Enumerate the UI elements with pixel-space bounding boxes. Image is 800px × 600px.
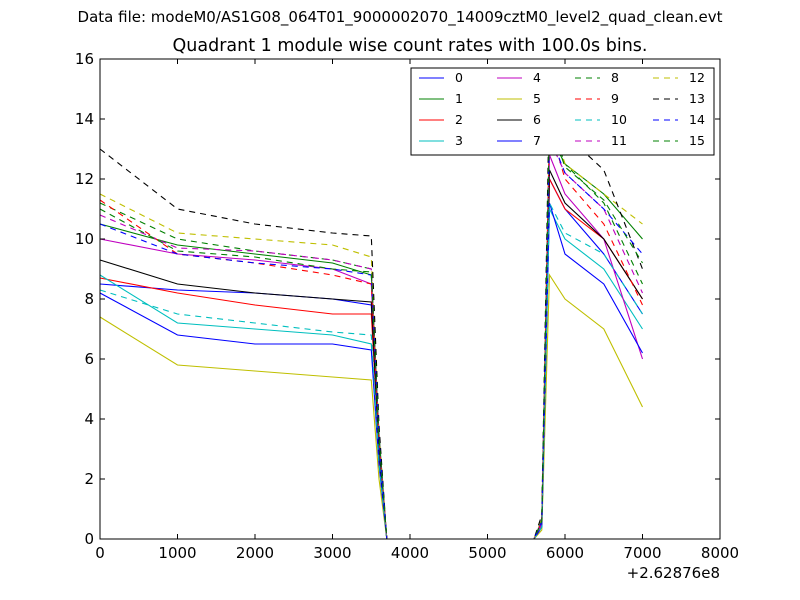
legend-label-3: 3: [455, 133, 463, 148]
y-tick-label: 4: [84, 410, 94, 428]
legend-label-8: 8: [611, 70, 619, 85]
legend-label-0: 0: [455, 70, 463, 85]
x-tick-label: 7000: [623, 544, 661, 562]
legend-label-4: 4: [533, 70, 541, 85]
y-tick-label: 16: [75, 50, 94, 68]
x-tick-label: 8000: [701, 544, 739, 562]
x-tick-label: 6000: [546, 544, 584, 562]
legend-label-2: 2: [455, 112, 463, 127]
legend-label-13: 13: [689, 91, 705, 106]
figure-suptitle: Data file: modeM0/AS1G08_064T01_90000020…: [77, 8, 723, 26]
series-line-12: [99, 112, 643, 540]
legend-label-10: 10: [611, 112, 627, 127]
legend-label-9: 9: [611, 91, 619, 106]
x-tick-label: 5000: [468, 544, 506, 562]
x-tick-label: 1000: [158, 544, 196, 562]
series-line-9: [99, 124, 643, 540]
y-tick-label: 8: [84, 290, 94, 308]
series-line-3: [99, 208, 643, 540]
y-tick-label: 0: [84, 530, 94, 548]
legend-label-11: 11: [611, 133, 627, 148]
legend-box: [410, 67, 715, 156]
x-tick-label: 2000: [236, 544, 274, 562]
series-line-10: [99, 202, 643, 540]
x-tick-label: 3000: [313, 544, 351, 562]
x-offset-label: +2.62876e8: [627, 564, 720, 582]
x-tick-label: 0: [95, 544, 105, 562]
legend-label-5: 5: [533, 91, 541, 106]
legend-label-12: 12: [689, 70, 705, 85]
series-line-7: [99, 202, 643, 540]
legend-label-1: 1: [455, 91, 463, 106]
legend-label-7: 7: [533, 133, 541, 148]
series-line-8: [99, 118, 643, 540]
legend-label-14: 14: [689, 112, 705, 127]
chart-title: Quadrant 1 module wise count rates with …: [172, 36, 648, 56]
x-tick-label: 4000: [391, 544, 429, 562]
legend-label-6: 6: [533, 112, 541, 127]
y-tick-label: 10: [75, 230, 94, 248]
y-tick-label: 2: [84, 470, 94, 488]
y-tick-label: 14: [75, 110, 94, 128]
y-tick-label: 12: [75, 170, 94, 188]
y-tick-label: 6: [84, 350, 94, 368]
legend-label-15: 15: [689, 133, 705, 148]
